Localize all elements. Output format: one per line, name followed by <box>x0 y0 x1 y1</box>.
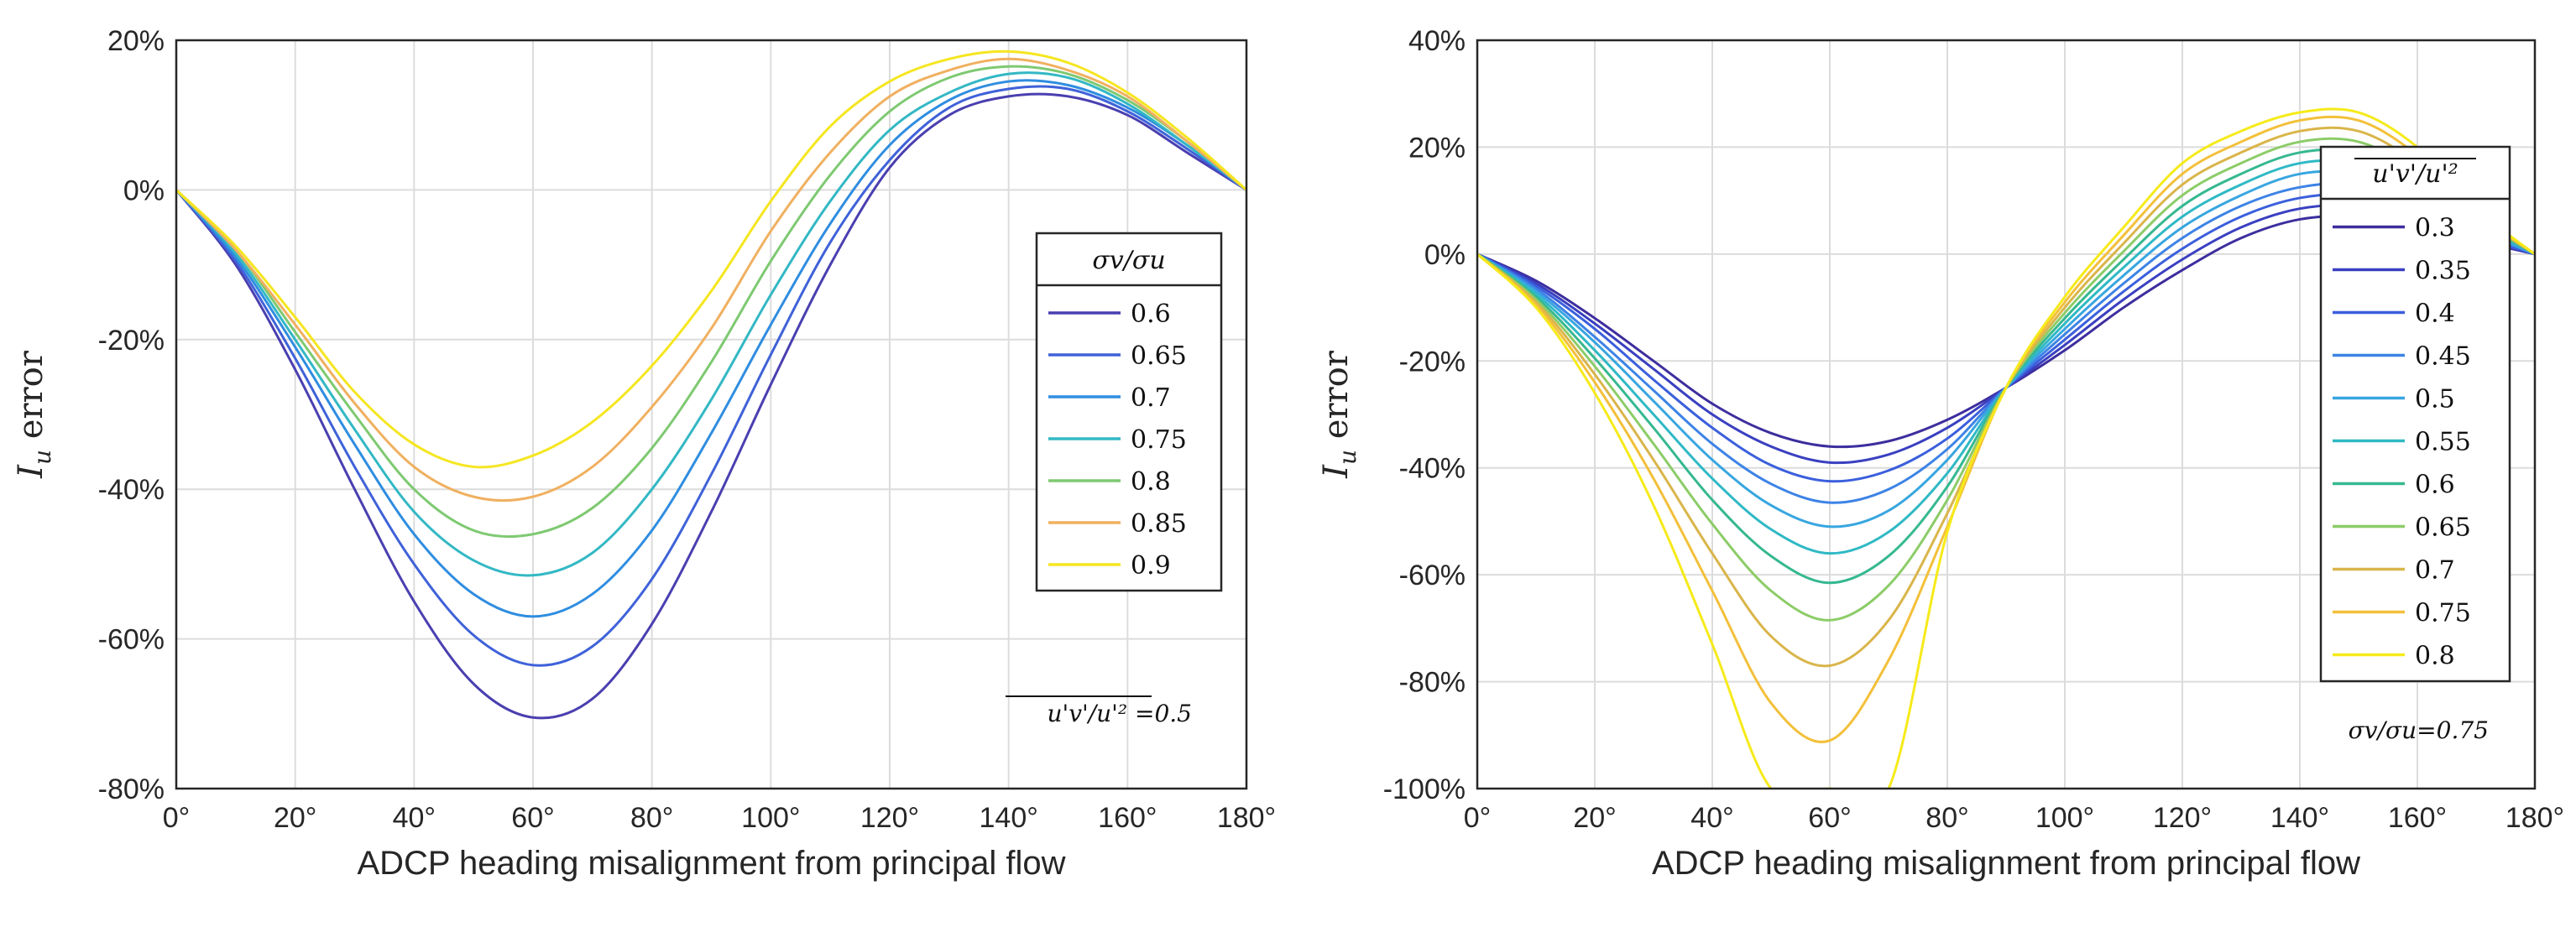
series-line-0.65 <box>1477 137 2535 622</box>
legend-label-0.4: 0.4 <box>2415 299 2455 329</box>
series-line-0.6 <box>176 92 1246 720</box>
legend: u'v'/u'² 0.3 0.35 0.4 0.45 0.5 0.55 0.6 0.65 0.7 0… <box>2319 145 2511 683</box>
y-tick-label: -100% <box>1383 773 1466 805</box>
x-tick-label: 40° <box>393 802 436 834</box>
x-tick-label: 120° <box>860 802 919 834</box>
x-tick-label: 0° <box>1464 802 1492 834</box>
legend-label-0.75: 0.75 <box>1131 425 1187 455</box>
chart-1: 0° 20° 40° 60° 80° 100° 120° 140° 160° 180° 20% 0% -… <box>12 25 1276 882</box>
x-tick-label: 180° <box>1217 802 1276 834</box>
legend-label-0.35: 0.35 <box>2415 257 2471 286</box>
y-tick-label: 0% <box>1424 239 1466 271</box>
y-tick-label: -40% <box>1399 453 1466 485</box>
y-tick-label: 20% <box>1408 132 1466 164</box>
x-axis-label: ADCP heading misalignment from principal… <box>1652 845 2360 882</box>
y-tick-label: -60% <box>98 624 165 656</box>
series-lines <box>176 49 1246 720</box>
legend-label-0.45: 0.45 <box>2415 342 2471 372</box>
series-lines <box>1477 107 2535 789</box>
legend-box <box>2319 145 2511 683</box>
legend-label-0.55: 0.55 <box>2415 428 2471 457</box>
y-tick-label: -40% <box>98 474 165 506</box>
legend-label-0.9: 0.9 <box>1131 551 1171 581</box>
plot-area-border <box>1476 39 2537 790</box>
series-line-0.75 <box>1477 115 2535 743</box>
series-line-0.7 <box>176 79 1246 618</box>
legend-label-0.8: 0.8 <box>2415 642 2455 671</box>
x-axis-label: ADCP heading misalignment from principal… <box>357 845 1065 882</box>
legend-label-0.7: 0.7 <box>1131 383 1171 413</box>
y-tick-label: 0% <box>123 174 165 206</box>
x-tick-label: 40° <box>1690 802 1733 834</box>
x-tick-label: 60° <box>511 802 554 834</box>
legend-label-0.65: 0.65 <box>2415 513 2471 543</box>
y-axis-label: Iu error <box>1317 350 1361 479</box>
y-tick-labels: 40% 20% 0% -20% -40% -60% -80% -100% <box>1383 25 1466 805</box>
annotation: u'v'/u'² =0.5 <box>1047 700 1192 727</box>
y-tick-label: -20% <box>1399 346 1466 378</box>
x-tick-label: 120° <box>2153 802 2212 834</box>
x-tick-label: 180° <box>2505 802 2564 834</box>
y-tick-label: -80% <box>1399 667 1466 699</box>
legend-box <box>1035 232 1223 592</box>
legend-label-0.65: 0.65 <box>1131 341 1187 371</box>
legend-label-0.7: 0.7 <box>2415 556 2455 586</box>
y-axis-label: Iu error <box>12 350 56 479</box>
y-tick-label: 20% <box>107 25 165 57</box>
series-line-0.85 <box>176 57 1246 503</box>
y-tick-label: 40% <box>1408 25 1466 57</box>
x-tick-labels: 0° 20° 40° 60° 80° 100° 120° 140° 160° 180° <box>1464 802 2564 834</box>
legend-label-0.3: 0.3 <box>2415 214 2455 243</box>
x-tick-label: 160° <box>2388 802 2447 834</box>
y-tick-label: -60% <box>1399 560 1466 591</box>
annotation: σv/σu=0.75 <box>2349 716 2489 744</box>
series-line-0.9 <box>176 49 1246 469</box>
legend-title: σv/σu <box>1092 246 1165 275</box>
x-tick-label: 140° <box>980 802 1038 834</box>
legend-label-0.5: 0.5 <box>2415 385 2455 414</box>
x-tick-label: 100° <box>2035 802 2094 834</box>
series-line-0.65 <box>176 85 1246 667</box>
x-tick-labels: 0° 20° 40° 60° 80° 100° 120° 140° 160° 180° <box>163 802 1276 834</box>
x-tick-label: 60° <box>1808 802 1851 834</box>
chart-2: 0° 20° 40° 60° 80° 100° 120° 140° 160° 180° 40% 20%… <box>1317 25 2564 882</box>
y-tick-label: -20% <box>98 325 165 357</box>
x-tick-label: 80° <box>630 802 673 834</box>
x-tick-label: 20° <box>1573 802 1616 834</box>
x-tick-label: 80° <box>1925 802 1968 834</box>
y-tick-labels: 20% 0% -20% -40% -60% -80% <box>98 25 165 805</box>
x-tick-label: 100° <box>741 802 800 834</box>
legend-label-0.6: 0.6 <box>2415 471 2455 500</box>
legend-label-0.85: 0.85 <box>1131 509 1187 539</box>
legend: σv/σu 0.6 0.65 0.7 0.75 0.8 0.85 0.9 <box>1035 232 1223 592</box>
y-tick-label: -80% <box>98 773 165 805</box>
x-tick-label: 0° <box>163 802 191 834</box>
legend-label-0.8: 0.8 <box>1131 467 1171 497</box>
legend-label-0.6: 0.6 <box>1131 299 1171 329</box>
series-line-0.75 <box>176 71 1246 577</box>
x-tick-label: 140° <box>2270 802 2329 834</box>
x-gridlines <box>294 40 1129 789</box>
series-line-0.8 <box>1477 107 2535 789</box>
legend-title: u'v'/u'² <box>2372 159 2458 189</box>
plot-area-border <box>175 39 1248 790</box>
x-tick-label: 20° <box>274 802 316 834</box>
series-line-0.8 <box>176 65 1246 539</box>
x-tick-label: 160° <box>1098 802 1157 834</box>
legend-label-0.75: 0.75 <box>2415 599 2471 628</box>
